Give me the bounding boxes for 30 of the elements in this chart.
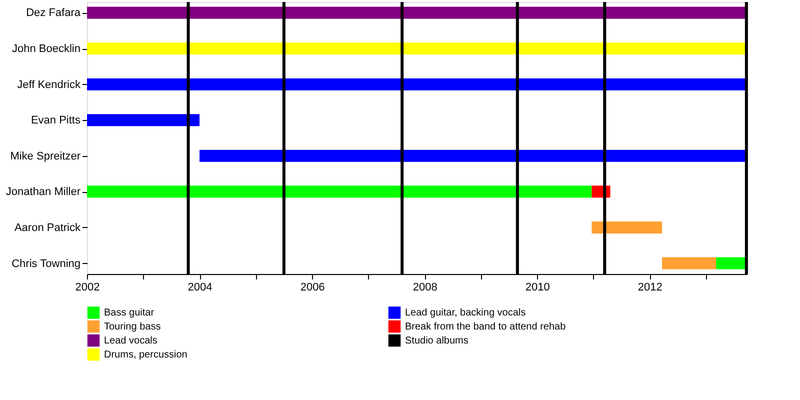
bar (592, 221, 662, 234)
legend-label: Bass guitar (104, 308, 155, 319)
x-tick-label: 2004 (188, 282, 212, 294)
legend-label: Touring bass (104, 322, 161, 332)
y-tick-label: Chris Towning (12, 258, 80, 270)
legend-label: Break from the band to attend rehab (405, 322, 566, 332)
bar (200, 150, 747, 162)
bar (87, 114, 200, 126)
y-tick-label: Dez Fafara (26, 7, 82, 20)
y-tick-label: John Boecklin (12, 43, 80, 56)
y-tick-label: Evan Pitts (30, 114, 81, 127)
legend-label: Lead guitar, backing vocals (405, 308, 526, 319)
x-tick-label: 2006 (300, 282, 325, 294)
legend-label: Studio albums (405, 336, 468, 346)
x-tick-label: 2012 (638, 282, 662, 294)
bar (662, 257, 716, 270)
y-tick-label: Jeff Kendrick (17, 78, 81, 91)
x-tick-label: 2008 (412, 282, 438, 294)
legend-label: Lead vocals (104, 336, 158, 346)
bar (87, 186, 592, 198)
bar (87, 78, 747, 90)
x-tick-label: 2010 (525, 282, 550, 294)
bar (87, 6, 747, 19)
y-tick-label: Aaron Patrick (14, 222, 81, 234)
bar (87, 42, 747, 55)
y-tick-label: Mike Spreitzer (10, 150, 81, 162)
legend-label: Drums, percussion (104, 350, 188, 360)
x-tick-label: 2002 (75, 282, 100, 294)
bar (716, 257, 747, 270)
y-tick-label: Jonathan Miller (6, 186, 81, 198)
